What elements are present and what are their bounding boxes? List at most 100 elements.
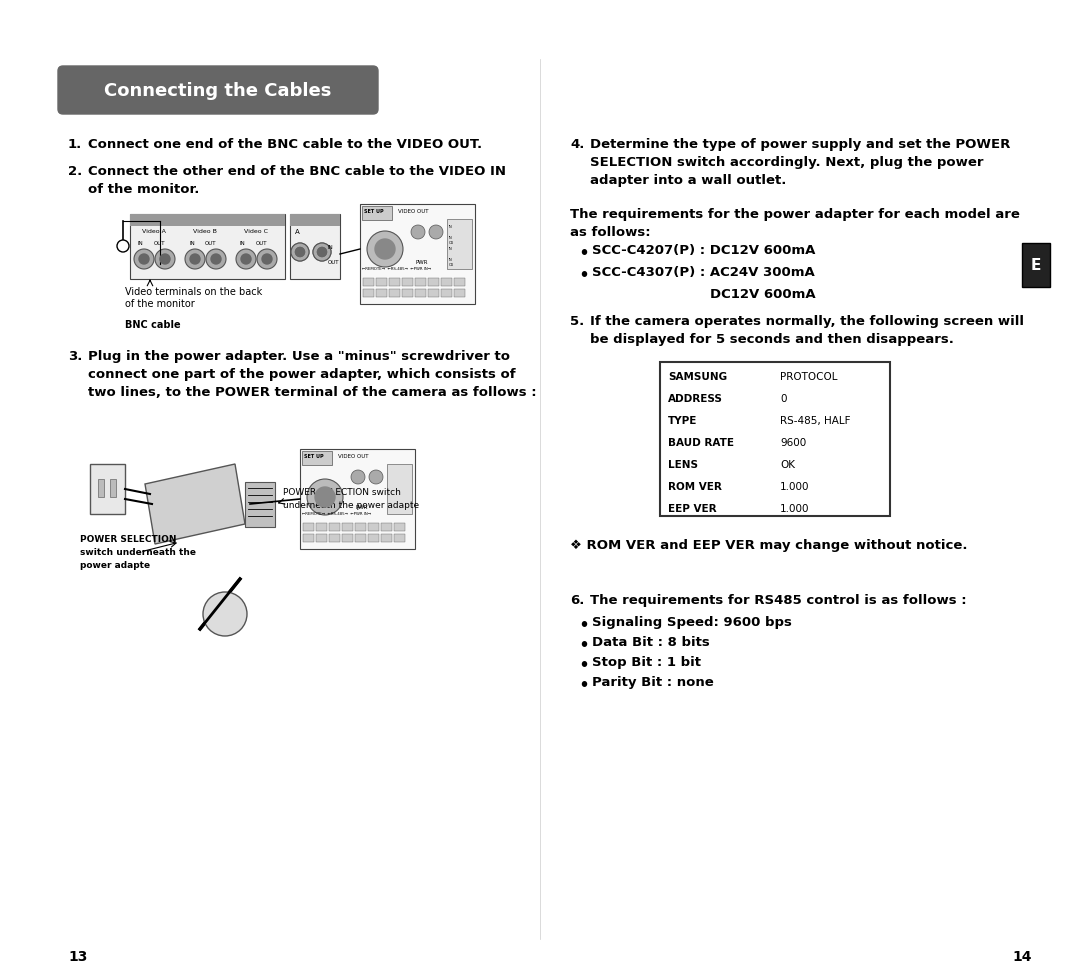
Circle shape bbox=[211, 254, 221, 265]
Text: •: • bbox=[578, 655, 589, 674]
Text: If the camera operates normally, the following screen will: If the camera operates normally, the fol… bbox=[590, 315, 1024, 328]
Text: connect one part of the power adapter, which consists of: connect one part of the power adapter, w… bbox=[87, 368, 515, 380]
Bar bbox=[368, 534, 379, 543]
Bar bbox=[376, 279, 387, 287]
Text: Connect one end of the BNC cable to the VIDEO OUT.: Connect one end of the BNC cable to the … bbox=[87, 138, 482, 151]
Text: LENS: LENS bbox=[669, 460, 698, 469]
Circle shape bbox=[237, 249, 256, 270]
Bar bbox=[454, 279, 465, 287]
Bar bbox=[428, 279, 438, 287]
Circle shape bbox=[313, 244, 330, 262]
Text: IN: IN bbox=[449, 246, 453, 250]
Circle shape bbox=[318, 248, 326, 257]
Circle shape bbox=[367, 232, 403, 268]
Bar bbox=[387, 465, 411, 514]
Text: of the monitor: of the monitor bbox=[125, 298, 194, 309]
Text: 1.000: 1.000 bbox=[780, 482, 810, 492]
Bar bbox=[415, 289, 426, 297]
Text: SET UP: SET UP bbox=[303, 454, 324, 459]
Bar bbox=[402, 289, 413, 297]
Circle shape bbox=[241, 254, 251, 265]
Text: 5.: 5. bbox=[570, 315, 584, 328]
Circle shape bbox=[375, 240, 395, 260]
Bar bbox=[381, 534, 392, 543]
Text: IN: IN bbox=[240, 241, 246, 245]
Text: ←REMOTE→  ←RS-485→  ←PWR IN→: ←REMOTE→ ←RS-485→ ←PWR IN→ bbox=[302, 511, 372, 515]
Text: The requirements for RS485 control is as follows :: The requirements for RS485 control is as… bbox=[590, 594, 967, 606]
Text: IN: IN bbox=[449, 225, 453, 229]
Circle shape bbox=[160, 254, 170, 265]
Bar bbox=[402, 279, 413, 287]
Bar bbox=[447, 220, 472, 270]
Text: 2.: 2. bbox=[68, 165, 82, 178]
Text: IN: IN bbox=[138, 241, 144, 245]
Circle shape bbox=[291, 244, 309, 262]
Text: Determine the type of power supply and set the POWER: Determine the type of power supply and s… bbox=[590, 138, 1011, 151]
Text: DC12V 600mA: DC12V 600mA bbox=[710, 288, 815, 300]
Circle shape bbox=[313, 244, 330, 262]
Text: be displayed for 5 seconds and then disappears.: be displayed for 5 seconds and then disa… bbox=[590, 333, 954, 345]
Text: power adapte: power adapte bbox=[80, 560, 150, 569]
Text: IN: IN bbox=[328, 244, 334, 249]
Text: ❖ ROM VER and EEP VER may change without notice.: ❖ ROM VER and EEP VER may change without… bbox=[570, 539, 968, 552]
Text: 3.: 3. bbox=[68, 350, 82, 363]
Bar bbox=[415, 279, 426, 287]
Circle shape bbox=[296, 248, 305, 257]
Text: IN
OU: IN OU bbox=[449, 236, 455, 244]
Text: 13: 13 bbox=[68, 949, 87, 963]
Text: SET UP: SET UP bbox=[364, 208, 383, 214]
Circle shape bbox=[296, 248, 305, 257]
Text: adapter into a wall outlet.: adapter into a wall outlet. bbox=[590, 174, 786, 187]
Text: BAUD RATE: BAUD RATE bbox=[669, 438, 734, 448]
Bar bbox=[130, 215, 285, 280]
Text: Video B: Video B bbox=[193, 229, 217, 234]
Text: •: • bbox=[578, 636, 589, 654]
Text: Video C: Video C bbox=[244, 229, 268, 234]
Bar bbox=[1022, 244, 1050, 288]
Text: SCC-C4207(P) : DC12V 600mA: SCC-C4207(P) : DC12V 600mA bbox=[592, 244, 815, 257]
Bar bbox=[389, 289, 400, 297]
Bar bbox=[363, 279, 374, 287]
Text: BNC cable: BNC cable bbox=[125, 320, 180, 330]
Text: 1.000: 1.000 bbox=[780, 504, 810, 513]
Text: •: • bbox=[578, 266, 589, 285]
Bar bbox=[360, 204, 475, 305]
Text: RS-485, HALF: RS-485, HALF bbox=[780, 416, 851, 425]
Text: PWR: PWR bbox=[355, 505, 367, 510]
Text: PWR: PWR bbox=[415, 260, 428, 265]
Bar bbox=[428, 289, 438, 297]
Bar bbox=[368, 523, 379, 531]
Text: ADDRESS: ADDRESS bbox=[669, 394, 723, 404]
Bar bbox=[355, 534, 366, 543]
Text: two lines, to the POWER terminal of the camera as follows :: two lines, to the POWER terminal of the … bbox=[87, 385, 537, 399]
Text: TYPE: TYPE bbox=[669, 416, 698, 425]
Bar bbox=[454, 289, 465, 297]
Bar bbox=[130, 215, 285, 227]
Circle shape bbox=[262, 254, 272, 265]
Polygon shape bbox=[145, 465, 245, 545]
Circle shape bbox=[203, 593, 247, 637]
Circle shape bbox=[206, 249, 226, 270]
Bar bbox=[303, 534, 314, 543]
Bar bbox=[342, 523, 353, 531]
Bar bbox=[291, 215, 340, 227]
Circle shape bbox=[117, 241, 129, 252]
Circle shape bbox=[369, 470, 383, 484]
Circle shape bbox=[139, 254, 149, 265]
Circle shape bbox=[411, 226, 426, 240]
Bar bbox=[362, 206, 392, 221]
Bar bbox=[98, 479, 104, 498]
Text: OUT: OUT bbox=[154, 241, 165, 245]
Text: OUT: OUT bbox=[328, 260, 339, 265]
Bar bbox=[300, 450, 415, 550]
Bar bbox=[441, 279, 453, 287]
Text: 0: 0 bbox=[780, 394, 786, 404]
Text: POWER SELECTION: POWER SELECTION bbox=[80, 534, 176, 544]
Bar bbox=[660, 363, 890, 516]
Circle shape bbox=[318, 248, 326, 257]
Text: •: • bbox=[578, 244, 589, 263]
Text: Plug in the power adapter. Use a "minus" screwdriver to: Plug in the power adapter. Use a "minus"… bbox=[87, 350, 510, 363]
Circle shape bbox=[134, 249, 154, 270]
Text: The requirements for the power adapter for each model are: The requirements for the power adapter f… bbox=[570, 207, 1020, 221]
Circle shape bbox=[257, 249, 276, 270]
